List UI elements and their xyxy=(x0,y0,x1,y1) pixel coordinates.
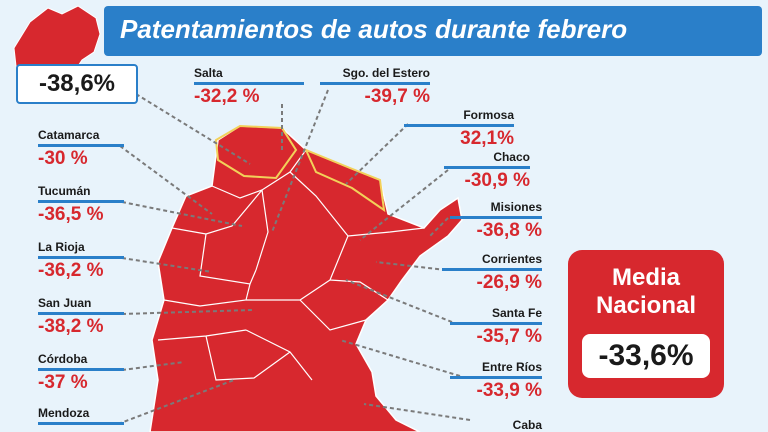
province-borders xyxy=(157,149,425,381)
province-name: Misiones xyxy=(490,200,542,214)
label-san-juan: San Juan -38,2 % xyxy=(38,296,124,338)
label-underline xyxy=(320,82,430,85)
province-name: Entre Ríos xyxy=(481,360,542,374)
province-name: Corrientes xyxy=(481,252,542,266)
province-value: -36,5 % xyxy=(38,204,104,225)
label-underline xyxy=(194,82,304,85)
label-chaco: Chaco -30,9 % xyxy=(444,150,530,192)
label-underline xyxy=(450,216,542,219)
province-name: Formosa xyxy=(463,108,514,122)
label-salta: Salta -32,2 % xyxy=(194,66,304,108)
label-underline xyxy=(404,124,514,127)
province-value: -30 % xyxy=(38,148,88,169)
label-misiones: Misiones -36,8 % xyxy=(450,200,542,242)
label-corrientes: Corrientes -26,9 % xyxy=(442,252,542,294)
province-value: -33,9 % xyxy=(476,380,542,401)
province-name: Sgo. del Estero xyxy=(342,66,430,80)
province-value: -32,2 % xyxy=(194,86,260,107)
label-tucuman: Tucumán -36,5 % xyxy=(38,184,124,226)
media-value: -33,6% xyxy=(582,334,710,378)
main-map-shape xyxy=(149,125,463,432)
label-la-rioja: La Rioja -36,2 % xyxy=(38,240,124,282)
province-value: -26,9 % xyxy=(476,272,542,293)
province-name: Chaco xyxy=(493,150,530,164)
media-title-line1: Media xyxy=(611,264,680,291)
province-value: -35,7 % xyxy=(476,326,542,347)
label-caba: Caba xyxy=(470,418,542,432)
province-name: San Juan xyxy=(38,296,92,310)
title-bar xyxy=(104,6,762,56)
province-name: Catamarca xyxy=(38,128,100,142)
province-value: -37 % xyxy=(38,372,88,393)
label-underline xyxy=(38,422,124,425)
label-entre-rios: Entre Ríos -33,9 % xyxy=(450,360,542,402)
label-santa-fe: Santa Fe -35,7 % xyxy=(450,306,542,348)
province-name: Salta xyxy=(194,66,223,80)
national-total-box: -38,6% xyxy=(16,64,138,104)
province-name: La Rioja xyxy=(38,240,85,254)
media-title-line2: Nacional xyxy=(595,292,697,319)
label-underline xyxy=(38,312,124,315)
label-formosa: Formosa 32,1% xyxy=(404,108,514,150)
label-cordoba: Córdoba -37 % xyxy=(38,352,124,394)
province-value: -36,2 % xyxy=(38,260,104,281)
formosa-highlight xyxy=(304,148,386,213)
label-underline xyxy=(38,200,124,203)
label-sgo-del-estero: Sgo. del Estero -39,7 % xyxy=(320,66,430,108)
label-underline xyxy=(450,376,542,379)
label-mendoza: Mendoza xyxy=(38,406,124,425)
province-name: Mendoza xyxy=(38,406,90,420)
province-value: -36,8 % xyxy=(476,220,542,241)
label-underline xyxy=(450,322,542,325)
media-nacional-box: Media Nacional -33,6% xyxy=(568,250,724,398)
label-catamarca: Catamarca -30 % xyxy=(38,128,124,170)
province-name: Córdoba xyxy=(38,352,88,366)
label-underline xyxy=(38,256,124,259)
province-value: -30,9 % xyxy=(464,170,530,191)
province-name: Tucumán xyxy=(38,184,91,198)
province-value: -39,7 % xyxy=(364,86,430,107)
map-title: Patentamientos de autos durante febrero xyxy=(120,14,628,44)
label-underline xyxy=(38,144,124,147)
province-value: 32,1% xyxy=(460,128,514,149)
label-underline xyxy=(444,166,530,169)
leader-lines xyxy=(117,89,471,425)
label-underline xyxy=(442,268,542,271)
province-value: -38,2 % xyxy=(38,316,104,337)
label-underline xyxy=(38,368,124,371)
salta-highlight xyxy=(214,124,298,180)
province-name: Santa Fe xyxy=(491,306,542,320)
province-name: Caba xyxy=(512,418,542,432)
